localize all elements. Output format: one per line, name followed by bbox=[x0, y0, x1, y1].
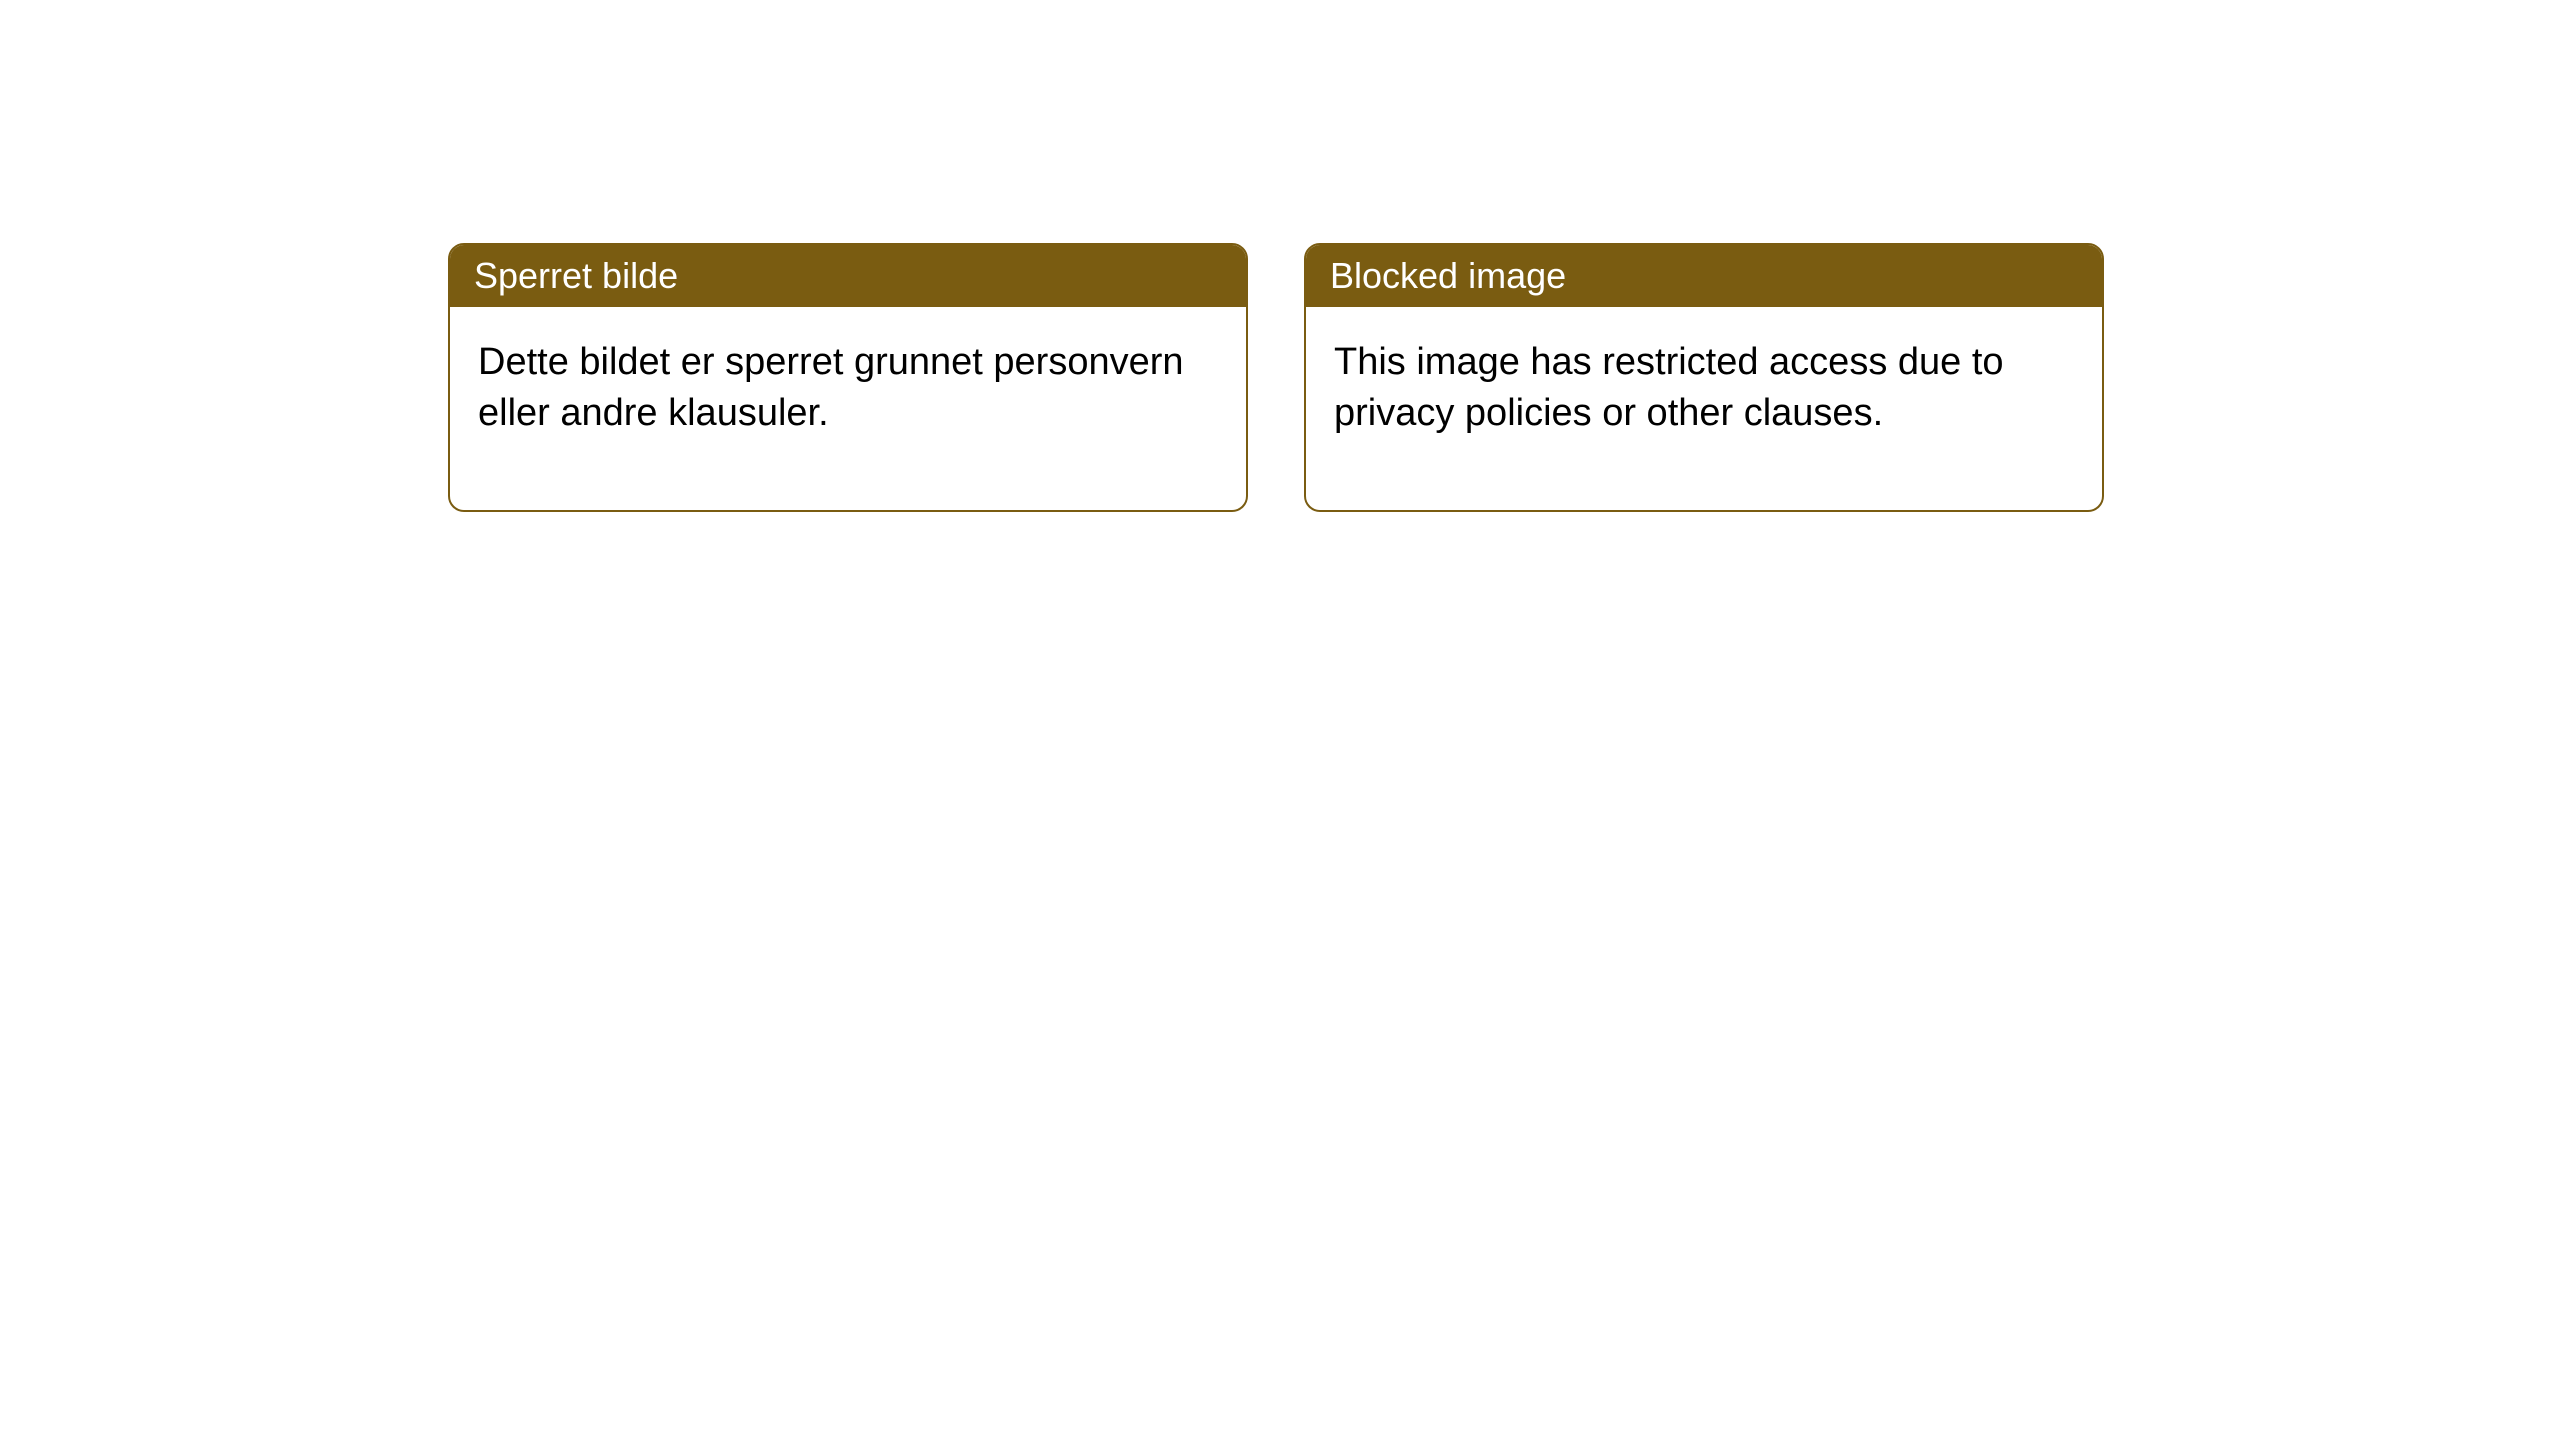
notice-body: This image has restricted access due to … bbox=[1306, 307, 2102, 510]
notice-container: Sperret bilde Dette bildet er sperret gr… bbox=[448, 243, 2104, 512]
notice-body: Dette bildet er sperret grunnet personve… bbox=[450, 307, 1246, 510]
notice-body-text: This image has restricted access due to … bbox=[1334, 341, 2004, 434]
notice-header: Sperret bilde bbox=[450, 245, 1246, 307]
notice-box-norwegian: Sperret bilde Dette bildet er sperret gr… bbox=[448, 243, 1248, 512]
notice-box-english: Blocked image This image has restricted … bbox=[1304, 243, 2104, 512]
notice-body-text: Dette bildet er sperret grunnet personve… bbox=[478, 341, 1184, 434]
notice-title: Sperret bilde bbox=[474, 255, 678, 296]
notice-title: Blocked image bbox=[1330, 255, 1566, 296]
notice-header: Blocked image bbox=[1306, 245, 2102, 307]
